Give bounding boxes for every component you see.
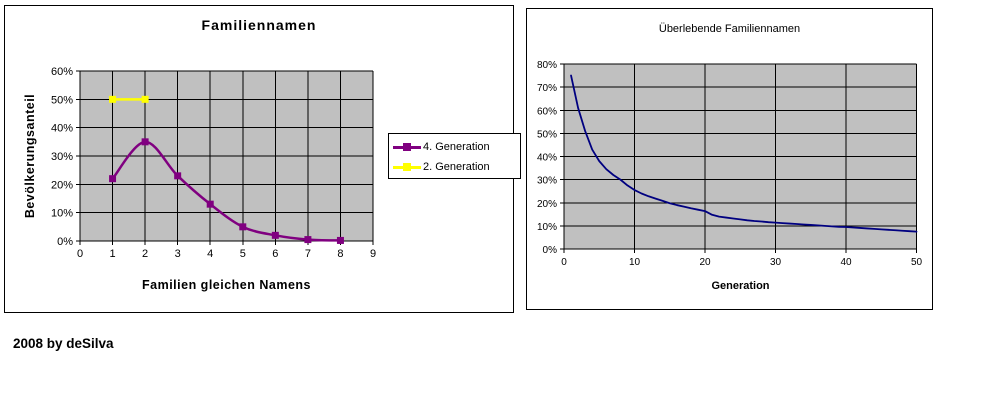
legend-line-sample-icon xyxy=(393,142,421,152)
y-tick-label: 80% xyxy=(537,60,557,71)
x-tick-label: 40 xyxy=(840,257,852,268)
y-tick-label: 0% xyxy=(543,245,558,256)
left-chart-x-axis-label: Familien gleichen Namens xyxy=(142,278,311,292)
x-tick-label: 30 xyxy=(770,257,782,268)
x-tick-label: 50 xyxy=(911,257,923,268)
x-tick-label: 5 xyxy=(240,248,246,260)
x-tick-label: 7 xyxy=(305,248,311,260)
y-tick-label: 10% xyxy=(51,208,73,220)
x-tick-label: 3 xyxy=(175,248,181,260)
series-marker xyxy=(174,172,182,180)
right-chart-plot: 0% 10% 20% 30% 40% 50% 60% 70% 80% 0 10 20 30 40 50 xyxy=(537,60,923,268)
x-tick-label: 10 xyxy=(629,257,641,268)
legend-item-4-generation: 4. Generation xyxy=(389,137,520,157)
x-tick-label: 1 xyxy=(109,248,115,260)
x-tick-label: 4 xyxy=(207,248,213,260)
series-marker xyxy=(109,95,117,103)
series-marker xyxy=(206,200,214,208)
series-marker xyxy=(304,236,312,244)
legend-label: 2. Generation xyxy=(423,161,490,173)
x-tick-label: 6 xyxy=(272,248,278,260)
y-tick-label: 10% xyxy=(537,222,557,233)
y-tick-label: 40% xyxy=(51,123,73,135)
series-marker xyxy=(141,95,149,103)
x-tick-label: 8 xyxy=(337,248,343,260)
right-chart-x-axis-label: Generation xyxy=(711,280,770,292)
y-tick-label: 20% xyxy=(51,179,73,191)
series-marker xyxy=(239,223,247,231)
legend-item-2-generation: 2. Generation xyxy=(389,157,520,177)
x-tick-label: 2 xyxy=(142,248,148,260)
x-tick-label: 0 xyxy=(77,248,83,260)
credit-text: 2008 by deSilva xyxy=(13,336,114,351)
right-chart-title: Überlebende Familiennamen xyxy=(658,23,801,35)
left-chart-title: Familiennamen xyxy=(201,17,317,33)
y-tick-label: 70% xyxy=(537,83,557,94)
x-tick-label: 9 xyxy=(370,248,376,260)
right-chart-panel: Überlebende Familiennamen 0% 10% 20% 30% 40%… xyxy=(526,8,933,310)
left-chart-y-axis-label: Bevölkerungsanteil xyxy=(23,93,37,219)
y-tick-label: 50% xyxy=(51,94,73,106)
legend: 4. Generation 2. Generation xyxy=(388,133,521,179)
y-tick-label: 60% xyxy=(51,66,73,78)
y-tick-label: 30% xyxy=(537,176,557,187)
left-chart-plot: 0% 10% 20% 30% 40% 50% 60% 0 1 2 3 4 5 6 7 8 9 xyxy=(51,66,376,260)
y-tick-label: 0% xyxy=(57,236,73,248)
x-tick-label: 20 xyxy=(699,257,711,268)
series-marker xyxy=(271,231,279,239)
y-tick-label: 30% xyxy=(51,151,73,163)
x-tick-label: 0 xyxy=(561,257,567,268)
y-tick-label: 40% xyxy=(537,153,557,164)
series-marker xyxy=(336,236,344,244)
y-tick-label: 50% xyxy=(537,129,557,140)
y-tick-label: 60% xyxy=(537,106,557,117)
series-line xyxy=(570,74,918,233)
legend-line-sample-icon xyxy=(393,162,421,172)
series-marker xyxy=(141,138,149,146)
y-tick-label: 20% xyxy=(537,199,557,210)
legend-label: 4. Generation xyxy=(423,141,490,153)
series-marker xyxy=(109,175,117,183)
left-chart-panel: Familiennamen 0% 10% 20% 30% 40% 50% 60% 0 1 2 3 4 5… xyxy=(4,5,521,313)
